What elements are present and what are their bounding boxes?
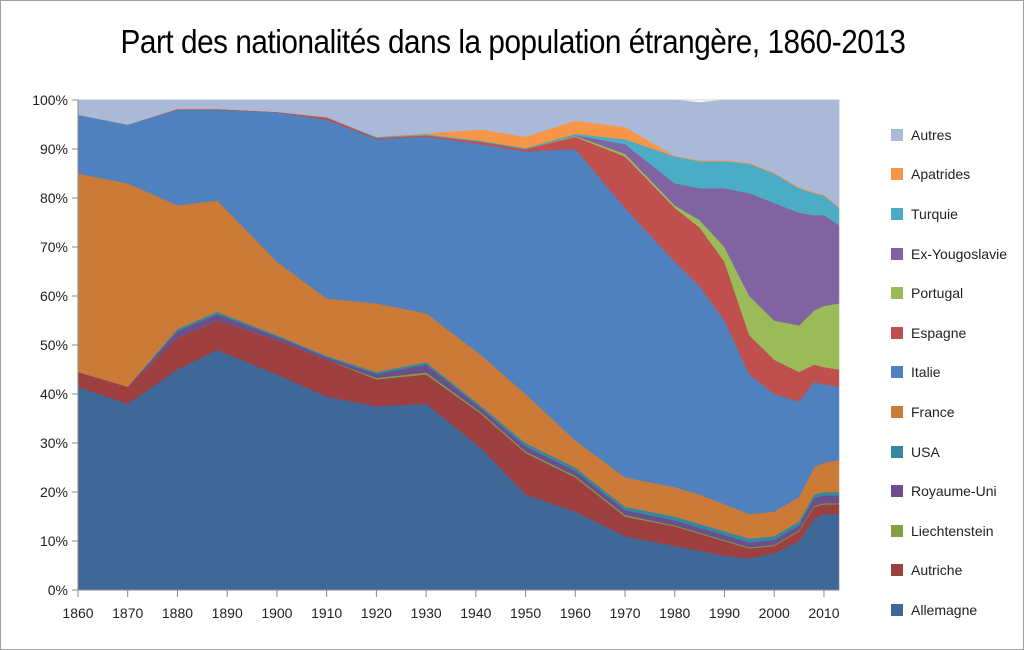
- x-tick-label: 1940: [460, 605, 491, 621]
- legend-swatch: [891, 168, 903, 181]
- legend-swatch: [891, 564, 903, 577]
- legend-label: Turquie: [911, 205, 958, 222]
- legend-label: Royaume-Uni: [911, 483, 997, 500]
- x-tick-label: 1870: [112, 605, 143, 621]
- legend-label: Autres: [911, 126, 952, 143]
- legend-label: Italie: [911, 364, 941, 381]
- legend-item: Espagne: [891, 313, 1007, 353]
- legend-item: Ex-Yougoslavie: [891, 234, 1007, 274]
- x-tick-label: 1900: [261, 605, 292, 621]
- legend-label: Autriche: [911, 562, 963, 579]
- legend-label: Portugal: [911, 285, 964, 302]
- x-tick-label: 2010: [808, 605, 839, 621]
- legend-item: Autres: [891, 115, 1007, 155]
- legend-item: Apatrides: [891, 155, 1007, 195]
- legend-swatch: [891, 207, 903, 220]
- y-tick-label: 20%: [40, 484, 68, 500]
- legend-item: Italie: [891, 353, 1007, 393]
- x-tick-label: 1910: [311, 605, 342, 621]
- y-tick-label: 90%: [40, 141, 68, 157]
- legend-swatch: [891, 603, 903, 616]
- x-tick-label: 2000: [759, 605, 790, 621]
- legend-swatch: [891, 326, 903, 339]
- x-tick-label: 1980: [659, 605, 690, 621]
- legend-item: USA: [891, 432, 1007, 472]
- legend-item: Allemagne: [891, 590, 1007, 630]
- legend-label: USA: [911, 443, 940, 460]
- legend-swatch: [891, 128, 903, 141]
- y-tick-label: 30%: [40, 435, 68, 451]
- y-tick-label: 80%: [40, 190, 68, 206]
- y-tick-label: 100%: [32, 92, 68, 108]
- legend-swatch: [891, 405, 903, 418]
- y-tick-label: 0%: [48, 582, 68, 598]
- legend-item: Turquie: [891, 194, 1007, 234]
- x-tick-label: 1920: [361, 605, 392, 621]
- legend-swatch: [891, 445, 903, 458]
- legend: Autres Apatrides Turquie Ex-Yougoslavie Port…: [891, 115, 1007, 630]
- legend-item: Royaume-Uni: [891, 471, 1007, 511]
- y-tick-label: 70%: [40, 239, 68, 255]
- legend-label: Espagne: [911, 324, 967, 341]
- legend-swatch: [891, 524, 903, 537]
- area-autres: [77, 99, 840, 208]
- y-tick-label: 60%: [40, 288, 68, 304]
- x-tick-label: 1970: [609, 605, 640, 621]
- legend-label: Apatrides: [911, 166, 971, 183]
- x-tick-label: 1950: [510, 605, 541, 621]
- legend-label: Ex-Yougoslavie: [911, 245, 1007, 262]
- chart-title: Part des nationalités dans la population…: [120, 23, 906, 60]
- y-tick-label: 50%: [40, 337, 68, 353]
- x-tick-label: 1890: [212, 605, 243, 621]
- legend-swatch: [891, 366, 903, 379]
- legend-label: France: [911, 403, 955, 420]
- legend-item: Liechtenstein: [891, 511, 1007, 551]
- legend-item: Autriche: [891, 551, 1007, 591]
- legend-label: Liechtenstein: [911, 522, 994, 539]
- y-tick-label: 40%: [40, 386, 68, 402]
- x-tick-label: 1880: [162, 605, 193, 621]
- legend-swatch: [891, 485, 903, 498]
- y-tick-label: 10%: [40, 533, 68, 549]
- x-tick-label: 1860: [62, 605, 93, 621]
- x-tick-label: 1990: [709, 605, 740, 621]
- legend-label: Allemagne: [911, 601, 978, 618]
- legend-swatch: [891, 247, 903, 260]
- x-tick-label: 1960: [560, 605, 591, 621]
- x-tick-label: 1930: [411, 605, 442, 621]
- legend-swatch: [891, 287, 903, 300]
- legend-item: Portugal: [891, 273, 1007, 313]
- legend-item: France: [891, 392, 1007, 432]
